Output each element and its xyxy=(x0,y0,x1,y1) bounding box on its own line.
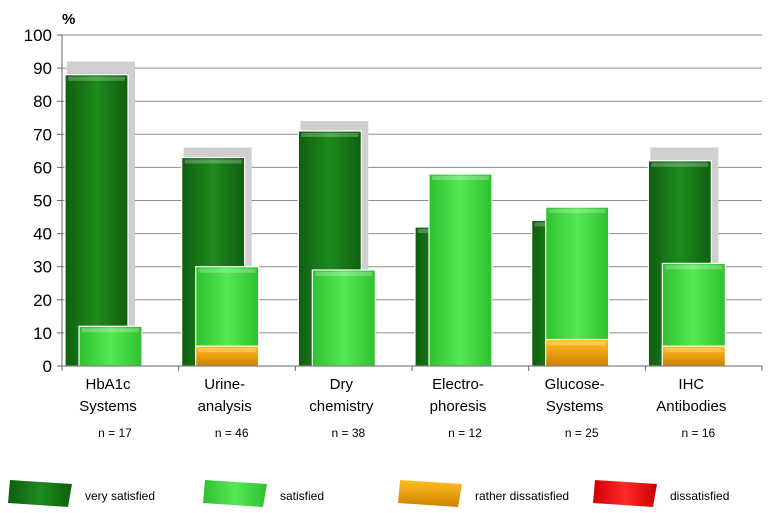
bar-satisfied xyxy=(428,173,493,367)
sample-size-label: n = 25 xyxy=(565,426,599,440)
legend-label: very satisfied xyxy=(85,489,155,503)
sample-size-label: n = 17 xyxy=(98,426,132,440)
legend-item: very satisfied xyxy=(8,480,155,507)
y-tick-label: 60 xyxy=(33,158,52,177)
y-tick-label: 0 xyxy=(43,357,52,376)
y-tick-label: 50 xyxy=(33,192,52,211)
category-label: Systems xyxy=(79,398,137,415)
y-tick-label: 80 xyxy=(33,92,52,111)
legend-item: dissatisfied xyxy=(593,480,729,507)
y-tick-label: 100 xyxy=(24,26,52,45)
y-tick-label: 40 xyxy=(33,225,52,244)
bar-satisfied xyxy=(311,269,376,367)
bar-rather-dissatisfied xyxy=(195,345,260,367)
category-label: Urine- xyxy=(204,376,245,393)
category-label: phoresis xyxy=(430,398,487,415)
legend-label: dissatisfied xyxy=(670,489,729,503)
bar-rather-dissatisfied xyxy=(545,338,610,367)
category-label: chemistry xyxy=(309,398,374,415)
y-tick-label: 90 xyxy=(33,59,52,78)
category-label: IHC xyxy=(678,376,704,393)
legend-swatch xyxy=(203,480,267,507)
legend-item: rather dissatisfied xyxy=(398,480,569,507)
legend-item: satisfied xyxy=(203,480,324,507)
category-label: HbA1c xyxy=(85,376,131,393)
category-label: Antibodies xyxy=(656,398,726,415)
y-axis-unit-label: % xyxy=(62,11,75,28)
category-label: analysis xyxy=(198,398,252,415)
sample-size-label: n = 16 xyxy=(681,426,715,440)
sample-size-label: n = 38 xyxy=(331,426,365,440)
bar-rather-dissatisfied xyxy=(661,345,726,367)
y-tick-label: 20 xyxy=(33,291,52,310)
y-tick-label: 70 xyxy=(33,125,52,144)
y-tick-label: 30 xyxy=(33,258,52,277)
legend-label: satisfied xyxy=(280,489,324,503)
category-label: Electro- xyxy=(432,376,484,393)
category-label: Systems xyxy=(546,398,604,415)
category-label: Glucose- xyxy=(545,376,605,393)
legend-swatch xyxy=(8,480,72,507)
legend-label: rather dissatisfied xyxy=(475,489,569,503)
legend-swatch xyxy=(593,480,657,507)
sample-size-label: n = 46 xyxy=(215,426,249,440)
bar-satisfied xyxy=(78,325,143,367)
legend-swatch xyxy=(398,480,462,507)
y-tick-label: 10 xyxy=(33,324,52,343)
sample-size-label: n = 12 xyxy=(448,426,482,440)
category-label: Dry xyxy=(330,376,354,393)
bar-very-satisfied xyxy=(64,74,129,367)
